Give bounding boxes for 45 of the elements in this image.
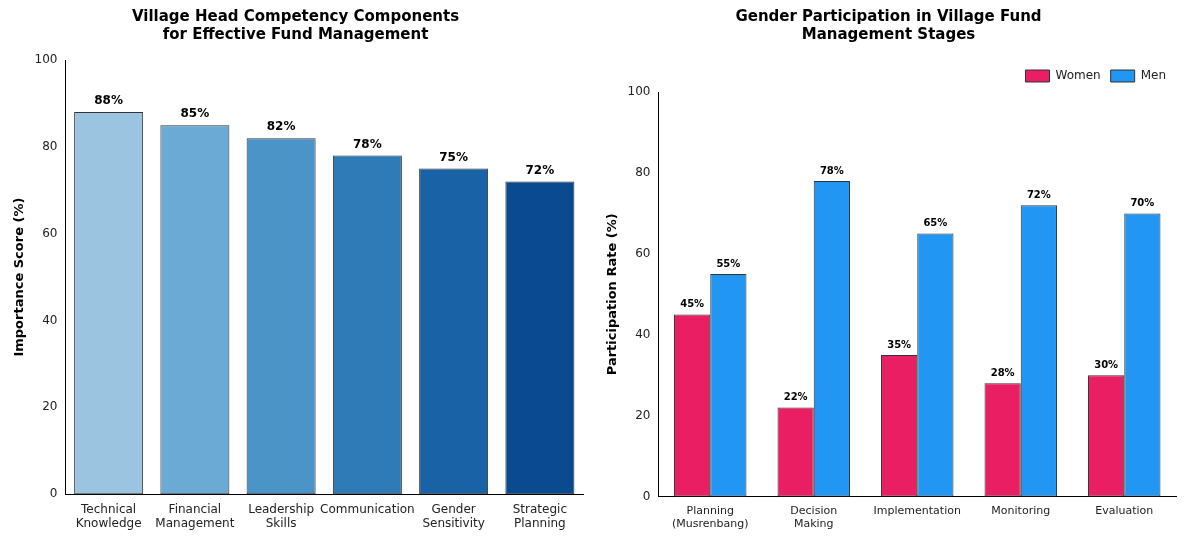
y-axis-title: Participation Rate (%) [604,213,620,376]
x-tick-label: Gender Sensitivity [422,501,485,530]
y-tick-label: 0 [49,486,58,501]
y-axis-title: Importance Score (%) [11,197,27,357]
x-tick-label: Decision Making [790,504,838,531]
data-label: 82% [266,119,296,134]
x-tick-label: Financial Management [155,501,235,530]
x-tick-label: Planning (Musrenbang) [672,504,749,531]
legend-label: Women [1055,68,1101,83]
data-label: 78% [353,136,382,151]
y-tick-label: 80 [42,138,58,153]
legend-label: Men [1140,68,1166,83]
x-tick-label: Monitoring [991,504,1051,518]
y-tick-label: 100 [627,84,651,99]
x-tick-label: Strategic Planning [512,501,567,530]
x-tick-label: Technical Knowledge [75,501,142,530]
y-tick-label: 40 [635,326,651,341]
data-label: 85% [180,106,210,121]
y-tick-label: 80 [635,165,651,180]
x-tick-label: Leadership Skills [248,501,315,530]
y-tick-label: 100 [34,52,58,67]
data-label: 55% [716,257,741,269]
y-tick-label: 60 [635,245,651,260]
y-tick-label: 60 [42,225,58,240]
data-label: 72% [1026,188,1051,200]
data-label: 88% [94,93,123,108]
data-label: 75% [439,149,468,164]
data-label: 22% [783,391,808,403]
x-tick-label: Evaluation [1095,504,1154,518]
chart-title: Gender Participation in Village Fund Management Stages [735,6,1042,43]
y-tick-label: 20 [42,399,58,414]
x-tick-label: Communication [320,501,415,516]
data-label: 35% [887,338,912,350]
y-tick-label: 0 [642,488,651,503]
data-label: 78% [819,164,844,176]
data-label: 72% [525,162,555,177]
data-label: 45% [680,298,705,310]
y-tick-label: 20 [635,407,651,422]
data-label: 28% [990,366,1015,378]
x-tick-label: Implementation [873,504,961,518]
data-label: 70% [1130,196,1155,208]
y-tick-label: 40 [42,312,58,327]
data-label: 65% [923,217,948,229]
data-label: 30% [1094,358,1119,370]
chart-title: Village Head Competency Components for Effective Fund Management [131,6,460,43]
